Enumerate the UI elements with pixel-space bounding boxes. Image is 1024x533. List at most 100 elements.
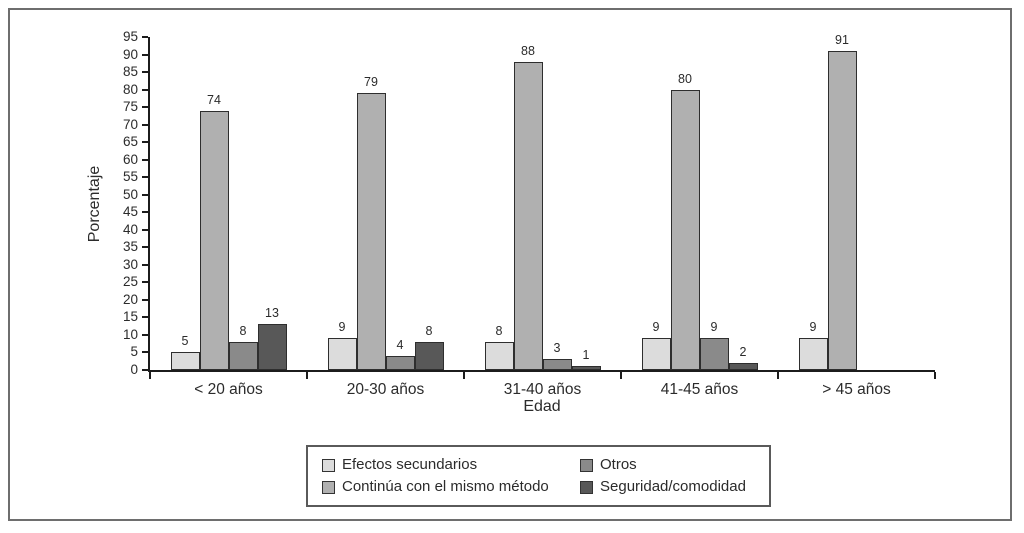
legend-label: Seguridad/comodidad: [600, 478, 746, 495]
y-tick: [142, 53, 148, 56]
bar: [728, 362, 758, 370]
bar: [414, 341, 444, 370]
value-label: 9: [338, 320, 346, 335]
bar: [641, 338, 671, 370]
y-tick: [142, 123, 148, 126]
y-tick-label: 70: [122, 116, 138, 132]
y-tick: [142, 263, 148, 266]
value-label: 9: [809, 320, 817, 335]
x-tick: [463, 372, 465, 379]
legend-item: Efectos secundarios: [322, 456, 580, 474]
category-label: 31-40 años: [503, 381, 582, 398]
bar: [356, 93, 386, 370]
y-tick: [142, 88, 148, 91]
category-label: 41-45 años: [660, 381, 739, 398]
y-tick-label: 10: [122, 326, 138, 342]
bar: [542, 359, 572, 370]
category-label: 20-30 años: [346, 381, 425, 398]
y-tick: [142, 158, 148, 161]
value-label: 9: [652, 320, 660, 335]
bar: [327, 338, 357, 370]
value-label: 5: [181, 334, 189, 349]
y-tick-label: 15: [122, 309, 138, 325]
bar: [513, 61, 543, 370]
y-tick-label: 80: [122, 81, 138, 97]
y-tick-label: 45: [122, 204, 138, 220]
legend-item: Seguridad/comodidad: [580, 478, 769, 496]
value-label: 9: [710, 320, 718, 335]
y-tick-label: 20: [122, 291, 138, 307]
y-tick: [142, 333, 148, 336]
y-tick: [142, 71, 148, 74]
value-label: 13: [265, 306, 279, 321]
legend-label: Continúa con el mismo método: [342, 478, 549, 495]
bar: [170, 352, 200, 370]
bar: [571, 366, 601, 370]
y-tick-label: 90: [122, 46, 138, 62]
x-tick: [620, 372, 622, 379]
value-label: 91: [835, 33, 849, 48]
bar: [385, 355, 415, 370]
x-axis-line: [148, 370, 935, 372]
bar: [257, 324, 287, 370]
legend-swatch: [580, 458, 593, 472]
y-tick: [142, 36, 148, 38]
legend-item: Otros: [580, 456, 769, 474]
y-tick: [142, 369, 148, 371]
y-tick: [142, 281, 148, 284]
value-label: 8: [425, 323, 433, 338]
y-tick-label: 85: [122, 64, 138, 80]
y-tick-label: 75: [122, 99, 138, 115]
x-tick: [306, 372, 308, 379]
bar: [228, 341, 258, 370]
y-tick: [142, 298, 148, 301]
bar: [827, 51, 857, 370]
legend-label: Otros: [600, 456, 637, 473]
value-label: 88: [521, 43, 535, 58]
bar: [199, 110, 229, 370]
legend-item: Continúa con el mismo método: [322, 478, 580, 496]
value-label: 4: [396, 337, 404, 352]
legend-swatch: [580, 480, 593, 494]
value-label: 8: [239, 323, 247, 338]
bar: [699, 338, 729, 370]
legend-label: Efectos secundarios: [342, 456, 478, 473]
y-tick-label: 5: [130, 344, 138, 360]
bar: [670, 89, 700, 370]
category-label: < 20 años: [194, 381, 263, 398]
y-tick: [142, 246, 148, 249]
y-tick-label: 95: [122, 29, 138, 44]
value-label: 1: [582, 348, 590, 363]
y-tick: [142, 316, 148, 319]
y-axis-line: [148, 37, 150, 372]
value-label: 74: [207, 92, 221, 107]
y-tick-label: 55: [122, 169, 138, 185]
y-tick-label: 35: [122, 239, 138, 255]
x-tick: [777, 372, 779, 379]
value-label: 2: [739, 344, 747, 359]
y-tick-label: 30: [122, 256, 138, 272]
y-tick-label: 65: [122, 134, 138, 150]
legend-swatch: [322, 480, 335, 494]
plot-area: 0 5 10 15 20 25 30 35 40 45 50 55 60 65 70 75 80 85 90 95 5 7…: [123, 29, 936, 398]
bar: [484, 341, 514, 370]
value-label: 80: [678, 71, 692, 86]
y-tick-label: 0: [130, 362, 138, 377]
y-tick: [142, 193, 148, 196]
legend-swatch: [322, 458, 335, 472]
value-label: 8: [495, 323, 503, 338]
y-tick: [142, 228, 148, 231]
x-tick: [149, 372, 151, 379]
y-tick: [142, 211, 148, 214]
legend: Efectos secundarios Otros Continúa con el …: [306, 445, 771, 507]
x-tick: [934, 372, 936, 379]
value-label: 79: [364, 75, 378, 90]
y-tick-label: 60: [122, 151, 138, 167]
x-axis-title: Edad: [523, 398, 561, 415]
y-tick: [142, 141, 148, 144]
y-tick-label: 50: [122, 186, 138, 202]
y-tick: [142, 106, 148, 109]
bar: [798, 338, 828, 370]
value-label: 3: [553, 341, 561, 356]
